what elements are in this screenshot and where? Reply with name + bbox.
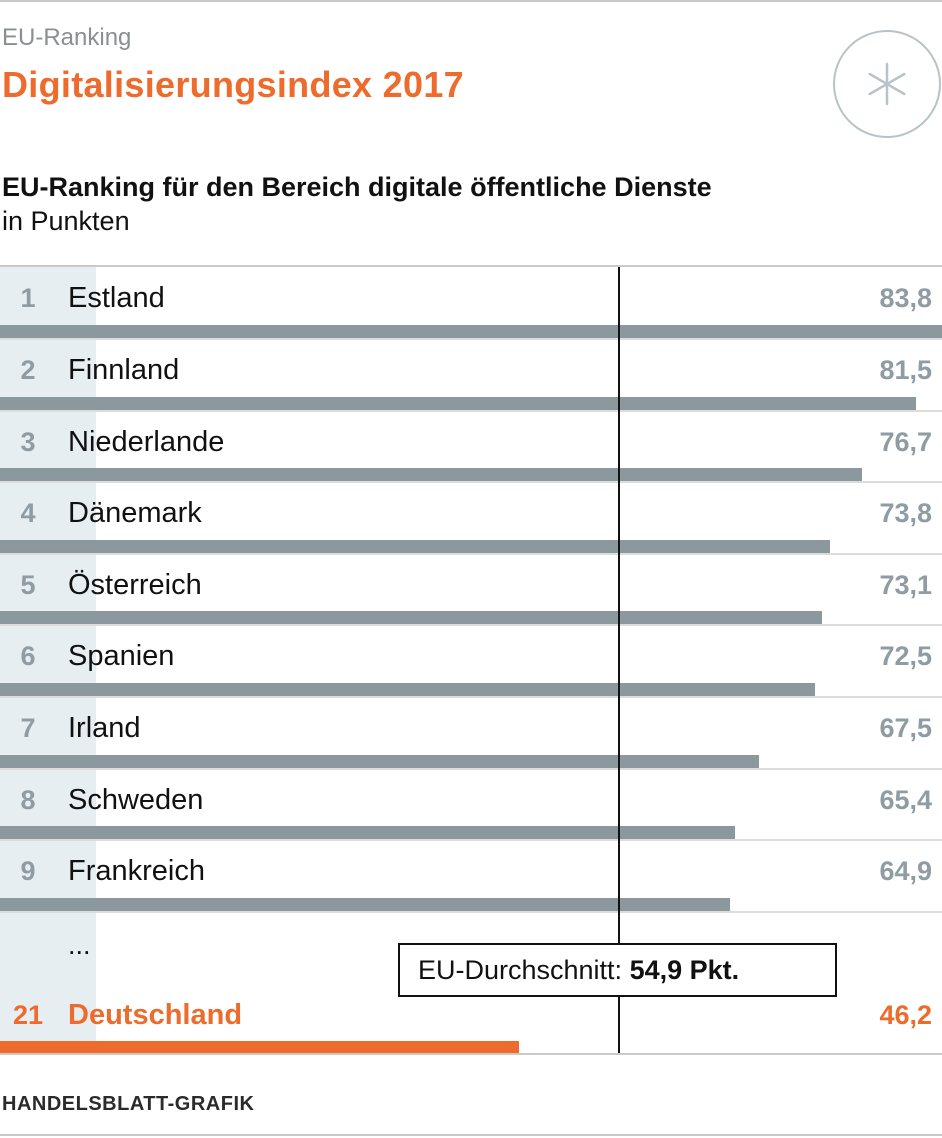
- value-label: 72,5: [879, 641, 932, 671]
- country-label: Österreich: [68, 569, 202, 601]
- row-separator: [0, 768, 942, 770]
- value-label: 83,8: [879, 283, 932, 313]
- value-label: 73,8: [879, 498, 932, 528]
- rank-label: 3: [20, 427, 36, 457]
- top-rule: [0, 0, 942, 2]
- headline: Digitalisierungsindex 2017: [2, 64, 464, 105]
- bar: [0, 611, 822, 624]
- rank-label: 9: [20, 856, 36, 886]
- bottom-rule: [0, 1134, 942, 1136]
- bar: [0, 325, 942, 338]
- rank-label: 4: [20, 498, 36, 528]
- source-credit: HANDELSBLATT-GRAFIK: [2, 1093, 255, 1115]
- chart-unit: in Punkten: [2, 206, 130, 236]
- eu-average-value: 54,9 Pkt.: [629, 955, 740, 985]
- rank-label: 7: [20, 713, 36, 743]
- chart-top-rule: [0, 265, 942, 267]
- bar: [0, 1041, 519, 1054]
- bar: [0, 898, 730, 911]
- row-separator: [0, 553, 942, 555]
- bar: [0, 397, 916, 410]
- bar: [0, 826, 735, 839]
- row-separator: [0, 839, 942, 841]
- ellipsis: ...: [68, 930, 91, 960]
- rank-label: 2: [20, 355, 36, 385]
- kicker: EU-Ranking: [2, 24, 132, 51]
- row-separator: [0, 696, 942, 698]
- row-separator: [0, 481, 942, 483]
- value-label: 67,5: [879, 713, 932, 743]
- row-separator: [0, 410, 942, 412]
- chart-title: EU-Ranking für den Bereich digitale öffe…: [2, 172, 712, 202]
- eu-average-line: [618, 267, 620, 1054]
- chart-bottom-rule: [0, 1053, 942, 1055]
- country-label: Spanien: [68, 640, 175, 672]
- rank-label: 5: [20, 570, 36, 600]
- rank-label: 21: [12, 1000, 44, 1030]
- value-label: 76,7: [879, 427, 932, 457]
- row-separator: [0, 911, 942, 913]
- value-label: 64,9: [879, 856, 932, 886]
- bar: [0, 540, 830, 553]
- country-label: Irland: [68, 712, 141, 744]
- row-separator: [0, 338, 942, 340]
- country-label: Niederlande: [68, 426, 225, 458]
- country-label: Frankreich: [68, 855, 205, 887]
- row-separator: [0, 624, 942, 626]
- asterisk-logo-icon: [833, 30, 941, 138]
- country-label: Estland: [68, 282, 165, 314]
- eu-average-prefix: EU-Durchschnitt:: [418, 955, 630, 985]
- value-label: 46,2: [879, 1000, 932, 1030]
- value-label: 81,5: [879, 355, 932, 385]
- rank-label: 1: [20, 283, 36, 313]
- rank-label: 6: [20, 641, 36, 671]
- value-label: 65,4: [879, 785, 932, 815]
- country-label: Finnland: [68, 354, 180, 386]
- value-label: 73,1: [879, 570, 932, 600]
- eu-average-label: EU-Durchschnitt: 54,9 Pkt.: [398, 943, 837, 997]
- bar: [0, 683, 815, 696]
- country-label: Deutschland: [68, 999, 243, 1031]
- bar: [0, 468, 862, 481]
- bar: [0, 755, 759, 768]
- country-label: Dänemark: [68, 497, 202, 529]
- rank-label: 8: [20, 785, 36, 815]
- country-label: Schweden: [68, 784, 204, 816]
